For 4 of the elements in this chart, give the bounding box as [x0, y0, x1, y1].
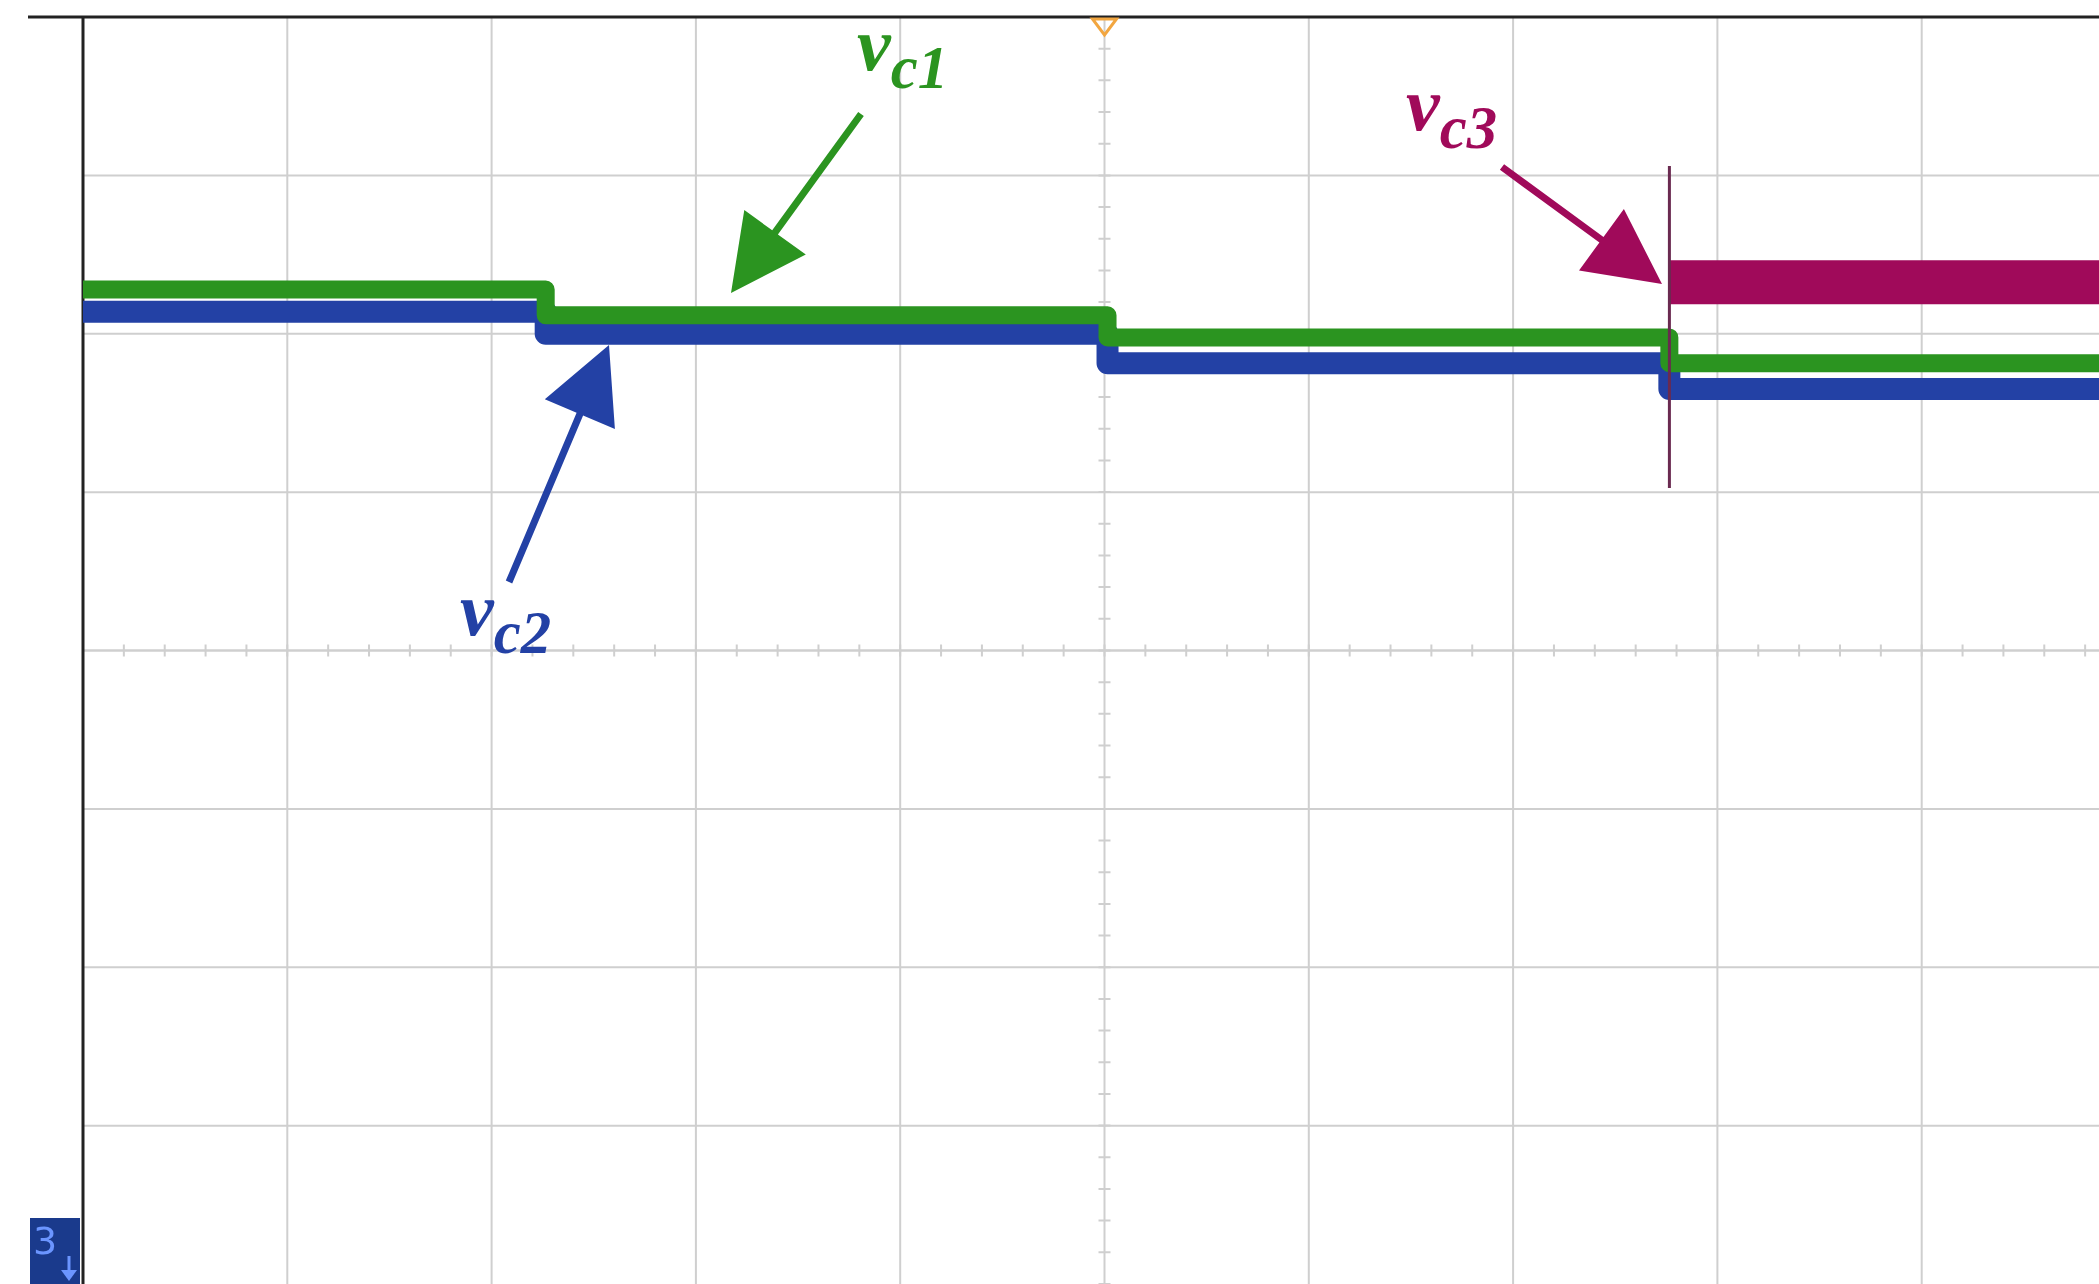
channel-marker: 3	[30, 1218, 80, 1284]
text: v$_{c1}$	[857, 2, 949, 102]
text: v$_{c3}$	[1406, 62, 1498, 162]
text: v$_{c2}$	[460, 567, 552, 667]
